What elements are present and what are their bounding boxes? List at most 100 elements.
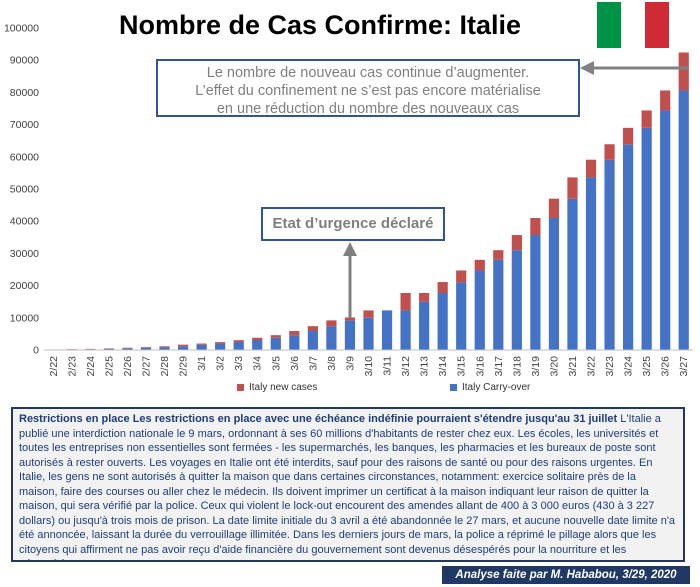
bar-carry-over: [530, 235, 541, 350]
x-tick-label: 3/21: [567, 356, 579, 377]
bar-new-cases: [530, 217, 541, 236]
bar-new-cases: [623, 127, 634, 145]
bar-carry-over: [493, 259, 504, 350]
legend-swatch-carry-over: [450, 383, 457, 391]
bar-new-cases: [456, 270, 467, 283]
bar-new-cases: [400, 293, 411, 311]
bar-new-cases: [307, 326, 318, 332]
y-tick-label: 90000: [10, 55, 39, 67]
bar-carry-over: [623, 144, 634, 350]
x-tick-label: 2/25: [103, 356, 115, 377]
flag-white-band: [621, 2, 645, 48]
x-tick-label: 3/15: [456, 356, 468, 377]
bar-new-cases: [252, 337, 263, 341]
bar-new-cases: [511, 235, 522, 251]
bar-new-cases: [159, 346, 170, 348]
bar-carry-over: [585, 177, 597, 350]
x-tick-label: 2/26: [122, 356, 134, 377]
bar-new-cases: [660, 90, 671, 111]
bar-carry-over: [548, 217, 560, 350]
restrictions-paragraph: L'Italie a publié une interdiction natio…: [19, 413, 676, 560]
bar-carry-over: [270, 337, 281, 350]
bar-carry-over: [474, 270, 485, 350]
bar-carry-over: [678, 90, 689, 350]
bar-new-cases: [585, 159, 597, 178]
y-tick-label: 80000: [10, 87, 39, 99]
bars: [48, 52, 689, 350]
chart-title: Nombre de Cas Confirme: Italie: [118, 10, 522, 40]
bar-carry-over: [159, 347, 170, 350]
bar-new-cases: [437, 282, 448, 294]
bar-new-cases: [344, 317, 356, 321]
x-tick-label: 3/9: [344, 356, 356, 371]
bar-carry-over: [437, 293, 448, 350]
y-tick-label: 0: [33, 345, 39, 357]
bar-carry-over: [103, 348, 114, 350]
y-tick-label: 30000: [10, 248, 39, 260]
bar-new-cases: [419, 293, 430, 302]
bar-carry-over: [215, 343, 226, 350]
bar-carry-over: [140, 347, 152, 350]
x-tick-label: 3/3: [233, 356, 245, 371]
restrictions-heading: Restrictions en place Les restrictions e…: [19, 413, 618, 425]
bar-new-cases: [567, 177, 578, 199]
callout-line-3: en une réduction du nombre des nouveaux …: [216, 101, 520, 117]
x-tick-label: 2/22: [48, 356, 60, 377]
x-tick-label: 3/14: [437, 356, 449, 377]
bar-new-cases: [548, 198, 560, 218]
bar-new-cases: [363, 310, 374, 318]
x-axis: 2/22 2/23 2/24 2/25 2/26 2/27 2/28 2/29 3/1 3/2 3/…: [44, 349, 693, 377]
legend-new-cases: Italy new cases: [237, 382, 317, 393]
bar-new-cases: [474, 259, 485, 271]
y-tick-label: 50000: [10, 184, 39, 196]
bar-carry-over: [400, 310, 411, 350]
bar-carry-over: [511, 250, 522, 350]
bar-new-cases: [678, 52, 689, 91]
x-tick-label: 3/16: [474, 356, 486, 377]
x-tick-label: 3/13: [419, 356, 431, 377]
bar-new-cases: [641, 110, 652, 128]
x-tick-label: 3/5: [270, 356, 282, 371]
bar-carry-over: [641, 127, 652, 350]
bar-new-cases: [196, 343, 207, 345]
callout-arrows: [343, 61, 688, 318]
bar-new-cases: [122, 347, 133, 349]
x-tick-label: 2/24: [85, 356, 97, 377]
bar-new-cases: [233, 340, 244, 342]
x-tick-label: 2/28: [159, 356, 171, 377]
bar-new-cases: [270, 335, 281, 338]
y-tick-label: 10000: [10, 312, 39, 324]
bar-carry-over: [381, 310, 393, 350]
bar-new-cases: [604, 144, 615, 160]
bar-carry-over: [289, 335, 300, 350]
callout-new-cases: Le nombre de nouveau cas continue d’augm…: [156, 59, 580, 117]
x-tick-label: 3/8: [326, 356, 338, 371]
y-tick-label: 100000: [4, 23, 39, 35]
restrictions-text-box: Restrictions en place Les restrictions e…: [11, 407, 685, 562]
bar-carry-over: [252, 340, 263, 350]
bar-carry-over: [660, 110, 671, 350]
x-tick-label: 3/25: [641, 356, 653, 377]
legend-label-new-cases: Italy new cases: [249, 382, 318, 393]
italian-flag: [597, 2, 669, 48]
x-tick-label: 3/6: [289, 356, 301, 371]
bar-carry-over: [344, 320, 356, 350]
bar-carry-over: [604, 159, 615, 350]
x-tick-label: 3/12: [400, 356, 412, 377]
x-tick-label: 3/2: [215, 356, 227, 371]
bar-carry-over: [122, 348, 133, 350]
y-axis: 0 10000 20000 30000 40000 50000 60000 70000 8000…: [4, 23, 39, 357]
bar-new-cases: [215, 342, 226, 344]
flag-green-band: [597, 2, 621, 48]
x-tick-label: 3/4: [252, 356, 264, 371]
bar-new-cases: [177, 344, 189, 347]
bar-new-cases: [140, 347, 152, 348]
x-tick-label: 3/7: [307, 356, 319, 371]
x-tick-label: 3/26: [660, 356, 672, 377]
bar-carry-over: [326, 326, 337, 350]
x-tick-label: 3/10: [363, 356, 375, 377]
bar-carry-over: [307, 331, 318, 350]
bar-carry-over: [567, 198, 578, 350]
bar-carry-over: [233, 341, 244, 350]
x-tick-label: 3/24: [623, 356, 635, 377]
